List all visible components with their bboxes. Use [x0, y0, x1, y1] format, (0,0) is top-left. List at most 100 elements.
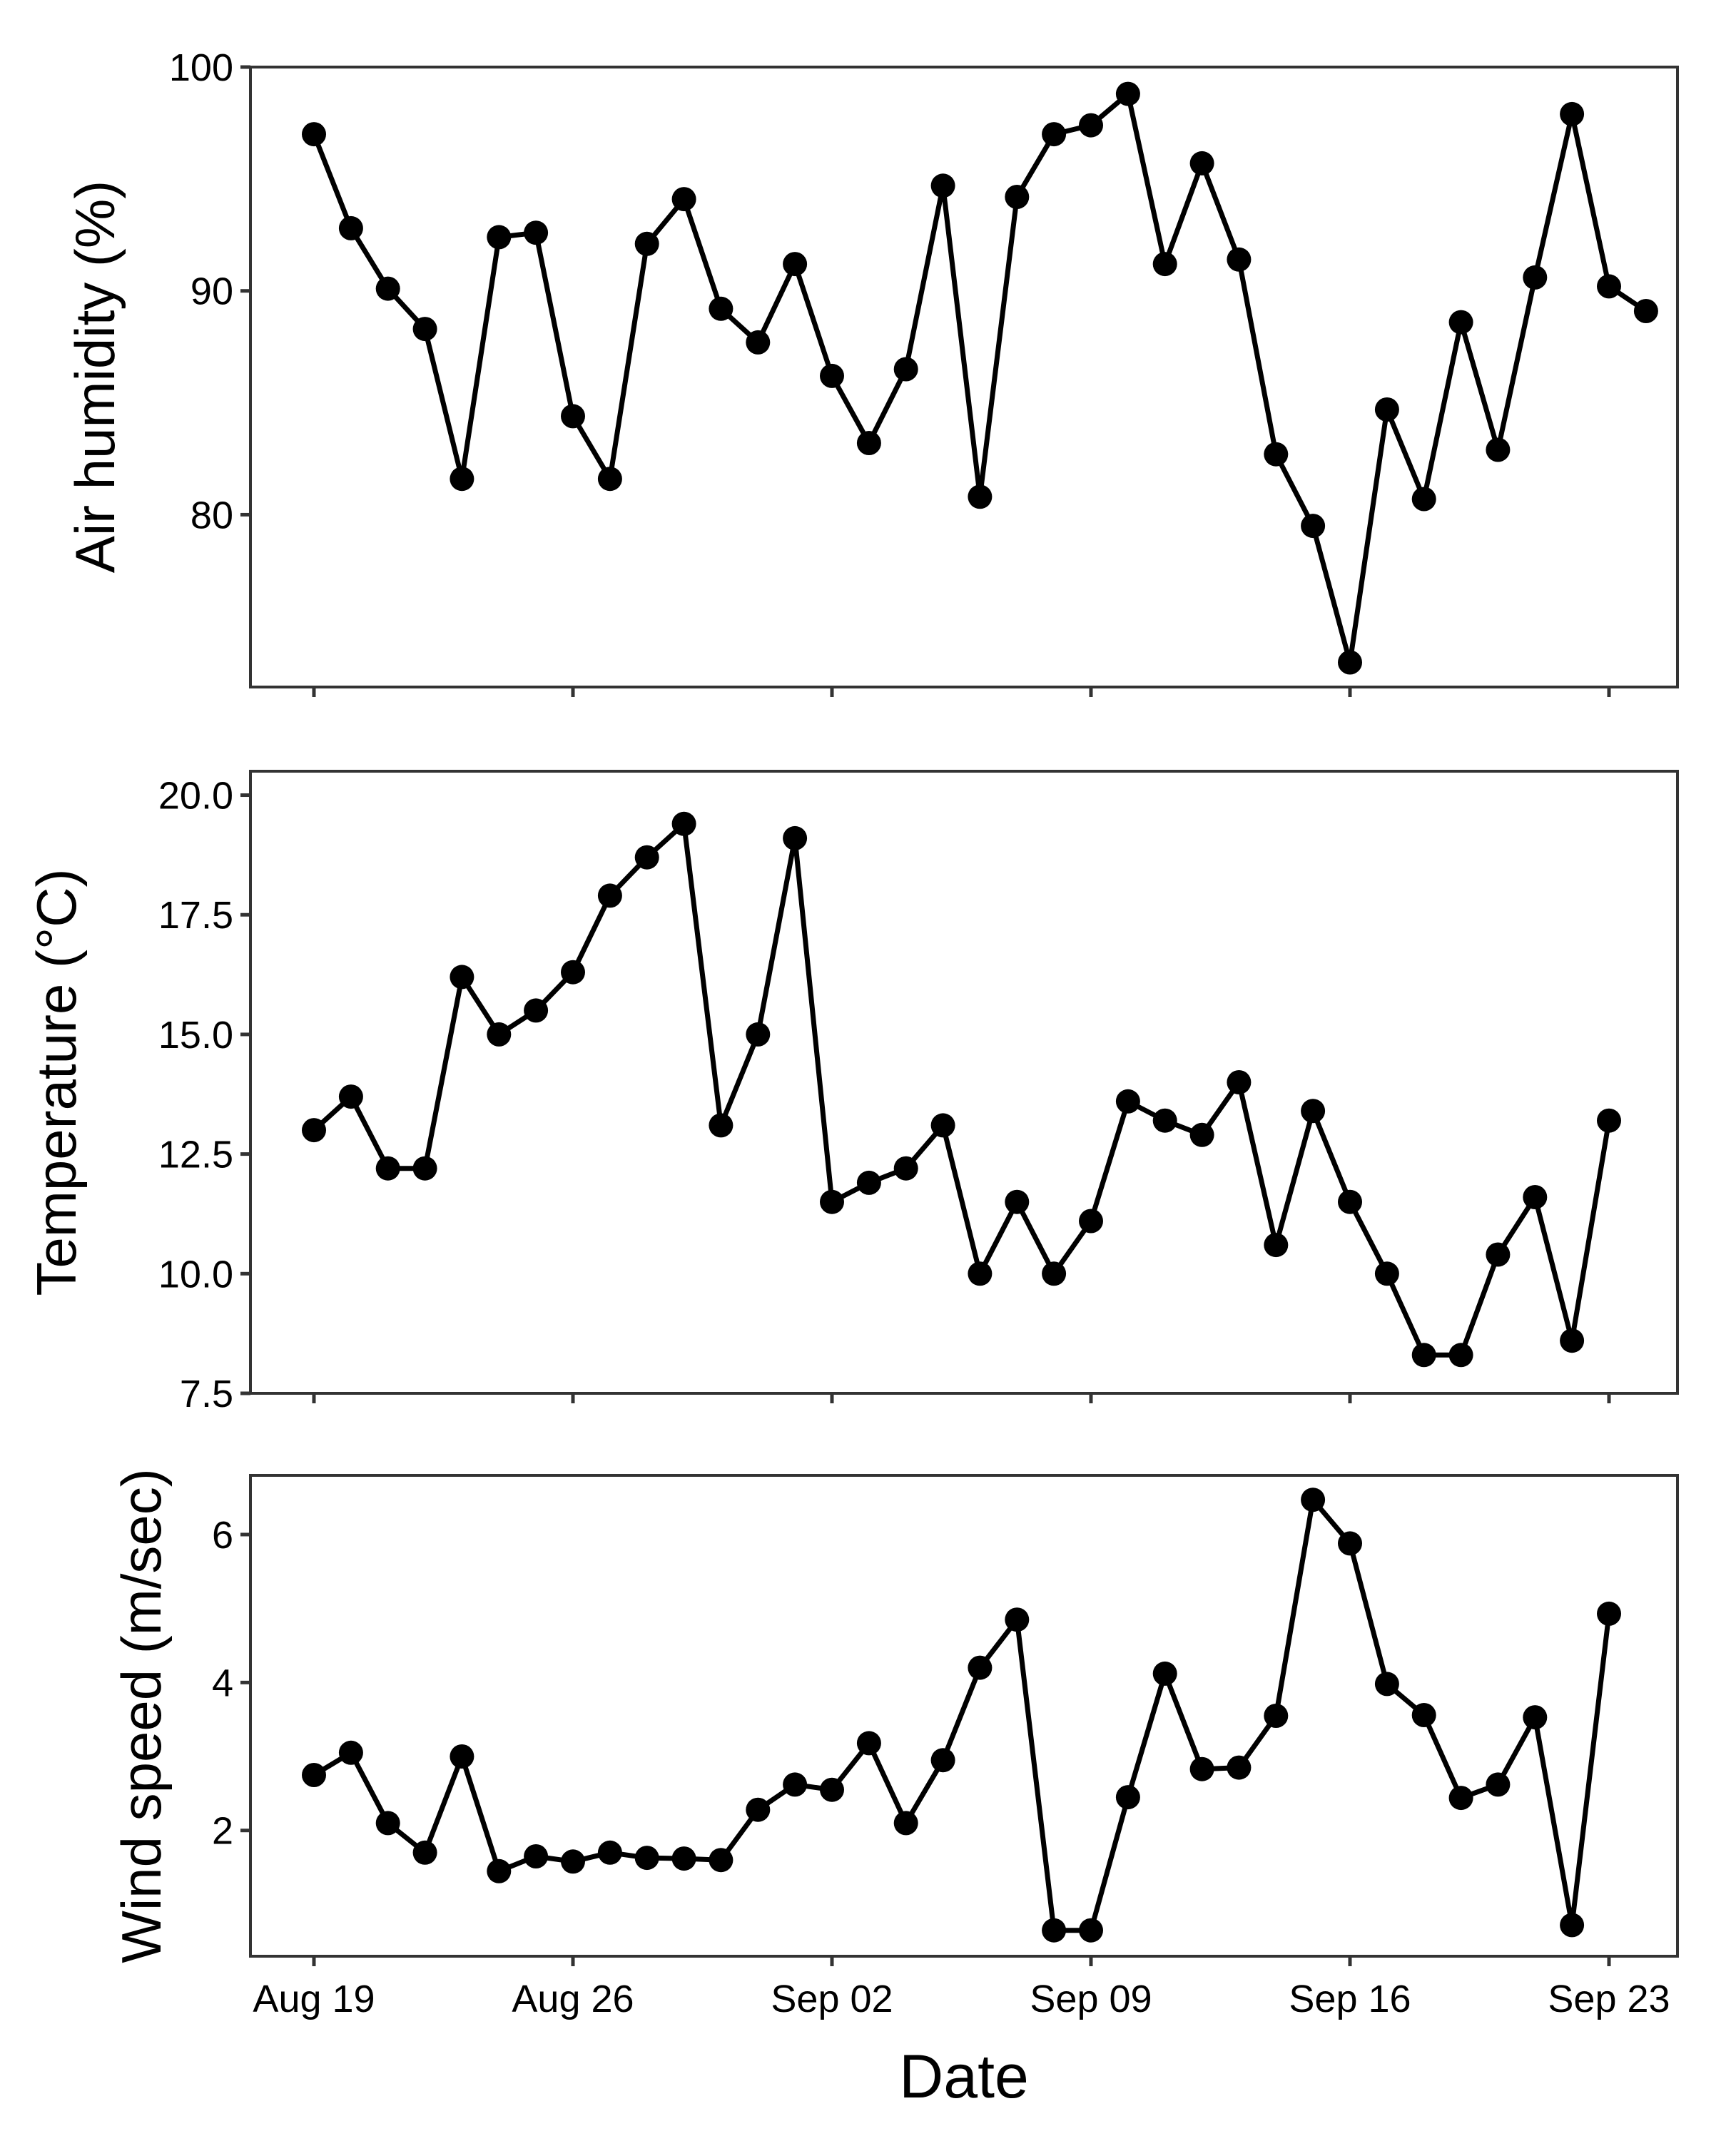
wind-data-point	[856, 1731, 881, 1756]
wind-data-point	[1115, 1785, 1140, 1810]
temperature-data-point	[1448, 1343, 1473, 1368]
temperature-data-point	[1005, 1189, 1030, 1214]
temperature-data-point	[450, 965, 474, 990]
humidity-data-point	[856, 431, 881, 455]
humidity-panel: Air humidity (%) 80 90 100	[64, 46, 1679, 697]
temperature-data-point	[1227, 1070, 1252, 1094]
wind-data-point	[1411, 1703, 1436, 1727]
temperature-data-point	[1374, 1261, 1399, 1286]
humidity-data-point	[338, 215, 363, 240]
wind-data-point	[893, 1811, 918, 1836]
temperature-data-point	[1486, 1242, 1511, 1267]
humidity-data-point	[524, 220, 549, 245]
wind-x-ticks: Aug 19 Aug 26 Sep 02 Sep 09 Sep 16 Sep 23	[253, 1956, 1670, 2020]
temperature-data-point	[856, 1170, 881, 1195]
humidity-series-line	[311, 91, 1648, 665]
wind-data-point	[709, 1848, 734, 1873]
humidity-data-point	[1005, 185, 1030, 209]
wind-data-point	[1079, 1918, 1103, 1943]
temperature-data-point	[1338, 1189, 1362, 1214]
humidity-data-point	[302, 122, 326, 147]
temperature-data-point	[820, 1189, 844, 1214]
wind-data-point	[1523, 1705, 1548, 1730]
wind-data-point	[1301, 1487, 1326, 1512]
wind-data-point	[1338, 1531, 1362, 1556]
humidity-data-point	[1338, 650, 1362, 675]
wind-data-point	[968, 1655, 993, 1680]
humidity-data-point	[1597, 274, 1621, 299]
wind-points	[302, 1487, 1621, 1943]
wind-data-point	[930, 1748, 955, 1773]
wind-y-tick-label: 2	[212, 1810, 233, 1853]
wind-data-point	[1264, 1704, 1289, 1728]
humidity-data-point	[783, 252, 808, 277]
temperature-x-ticks	[312, 1393, 1611, 1403]
humidity-data-point	[1189, 151, 1214, 176]
humidity-y-ticks: 80 90 100	[169, 46, 250, 536]
temperature-data-point	[524, 998, 549, 1023]
wind-data-point	[1227, 1755, 1252, 1780]
temperature-data-point	[1152, 1108, 1177, 1133]
humidity-data-point	[597, 467, 622, 492]
x-tick-label: Sep 09	[1030, 1978, 1152, 2020]
temperature-data-point	[1264, 1233, 1289, 1258]
temperature-data-point	[302, 1118, 326, 1143]
wind-plot-frame	[249, 1474, 1679, 1958]
temperature-y-ticks: 7.5 10.0 12.5 15.0 17.5 20.0	[158, 775, 250, 1415]
wind-data-point	[375, 1811, 400, 1836]
humidity-data-point	[1411, 487, 1436, 512]
wind-panel: Wind speed (m/sec) 2 4 6 Aug 19 Aug 26 Sep 0…	[110, 1468, 1679, 2020]
humidity-data-point	[893, 357, 918, 382]
temperature-data-point	[783, 825, 808, 850]
humidity-data-point	[1042, 122, 1067, 147]
x-tick-label: Aug 19	[253, 1978, 375, 2020]
humidity-plot-frame	[249, 66, 1679, 688]
temperature-y-tick-label: 17.5	[158, 894, 233, 937]
temperature-series-line	[312, 821, 1612, 1358]
wind-data-point	[820, 1777, 844, 1802]
wind-data-point	[1152, 1661, 1177, 1686]
humidity-y-axis-title: Air humidity (%)	[64, 180, 126, 573]
wind-data-point	[1005, 1607, 1030, 1632]
humidity-data-point	[746, 330, 771, 355]
temperature-data-point	[1560, 1328, 1585, 1353]
humidity-data-point	[1079, 113, 1103, 138]
wind-data-point	[1448, 1786, 1473, 1811]
temperature-plot-frame	[249, 770, 1679, 1395]
temperature-data-point	[1301, 1099, 1326, 1124]
wind-data-point	[338, 1740, 363, 1765]
temperature-y-tick-label: 20.0	[158, 775, 233, 818]
wind-y-tick-label: 6	[212, 1514, 233, 1557]
wind-data-point	[746, 1797, 771, 1822]
temperature-data-point	[671, 811, 696, 836]
x-axis-title: Date	[899, 2043, 1029, 2111]
wind-data-point	[302, 1763, 326, 1787]
temperature-data-point	[375, 1156, 400, 1181]
humidity-data-point	[412, 317, 437, 342]
temperature-data-point	[930, 1113, 955, 1138]
humidity-data-point	[1560, 101, 1585, 126]
wind-data-point	[671, 1846, 696, 1871]
temperature-data-point	[561, 960, 585, 985]
wind-data-point	[487, 1858, 512, 1883]
temperature-y-tick-label: 12.5	[158, 1134, 233, 1176]
humidity-data-point	[968, 484, 993, 509]
humidity-data-point	[1227, 247, 1252, 272]
temperature-data-point	[1042, 1261, 1067, 1286]
x-tick-label: Sep 16	[1289, 1978, 1411, 2020]
temperature-data-point	[1189, 1122, 1214, 1147]
temperature-data-point	[338, 1084, 363, 1109]
humidity-data-point	[709, 296, 734, 321]
wind-data-point	[597, 1840, 622, 1865]
wind-data-point	[783, 1772, 808, 1797]
x-tick-label: Sep 02	[771, 1978, 893, 2020]
wind-data-point	[1597, 1601, 1621, 1626]
humidity-data-point	[561, 404, 585, 429]
humidity-data-point	[1448, 310, 1473, 335]
humidity-points	[302, 81, 1658, 675]
x-tick-label: Aug 26	[512, 1978, 634, 2020]
humidity-x-ticks	[312, 687, 1611, 697]
wind-data-point	[1560, 1913, 1585, 1938]
humidity-data-point	[820, 363, 844, 388]
